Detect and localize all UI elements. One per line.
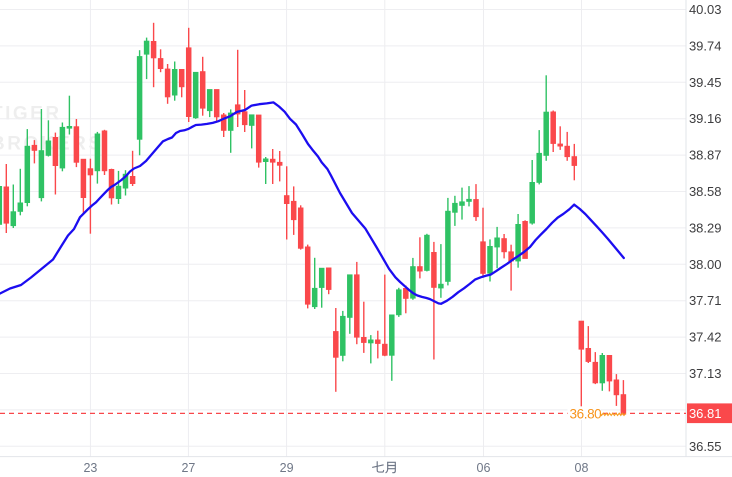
svg-text:23: 23 <box>83 461 97 475</box>
svg-text:TIGER: TIGER <box>0 104 62 125</box>
svg-text:38.00: 38.00 <box>689 257 722 272</box>
svg-text:29: 29 <box>280 461 294 475</box>
svg-text:BROKERS: BROKERS <box>0 134 104 155</box>
svg-text:39.16: 39.16 <box>689 111 722 126</box>
svg-text:37.42: 37.42 <box>689 330 722 345</box>
svg-text:06: 06 <box>477 461 491 475</box>
svg-text:40.03: 40.03 <box>689 2 722 17</box>
svg-text:37.71: 37.71 <box>689 293 722 308</box>
svg-text:08: 08 <box>575 461 589 475</box>
svg-text:36.80: 36.80 <box>570 407 602 422</box>
svg-text:38.58: 38.58 <box>689 184 722 199</box>
svg-text:39.74: 39.74 <box>689 38 722 53</box>
svg-text:36.55: 36.55 <box>689 439 722 454</box>
svg-text:36.81: 36.81 <box>689 406 722 421</box>
svg-text:38.29: 38.29 <box>689 220 722 235</box>
svg-text:27: 27 <box>181 461 195 475</box>
svg-text:39.45: 39.45 <box>689 75 722 90</box>
svg-text:37.13: 37.13 <box>689 366 722 381</box>
svg-text:38.87: 38.87 <box>689 148 722 163</box>
